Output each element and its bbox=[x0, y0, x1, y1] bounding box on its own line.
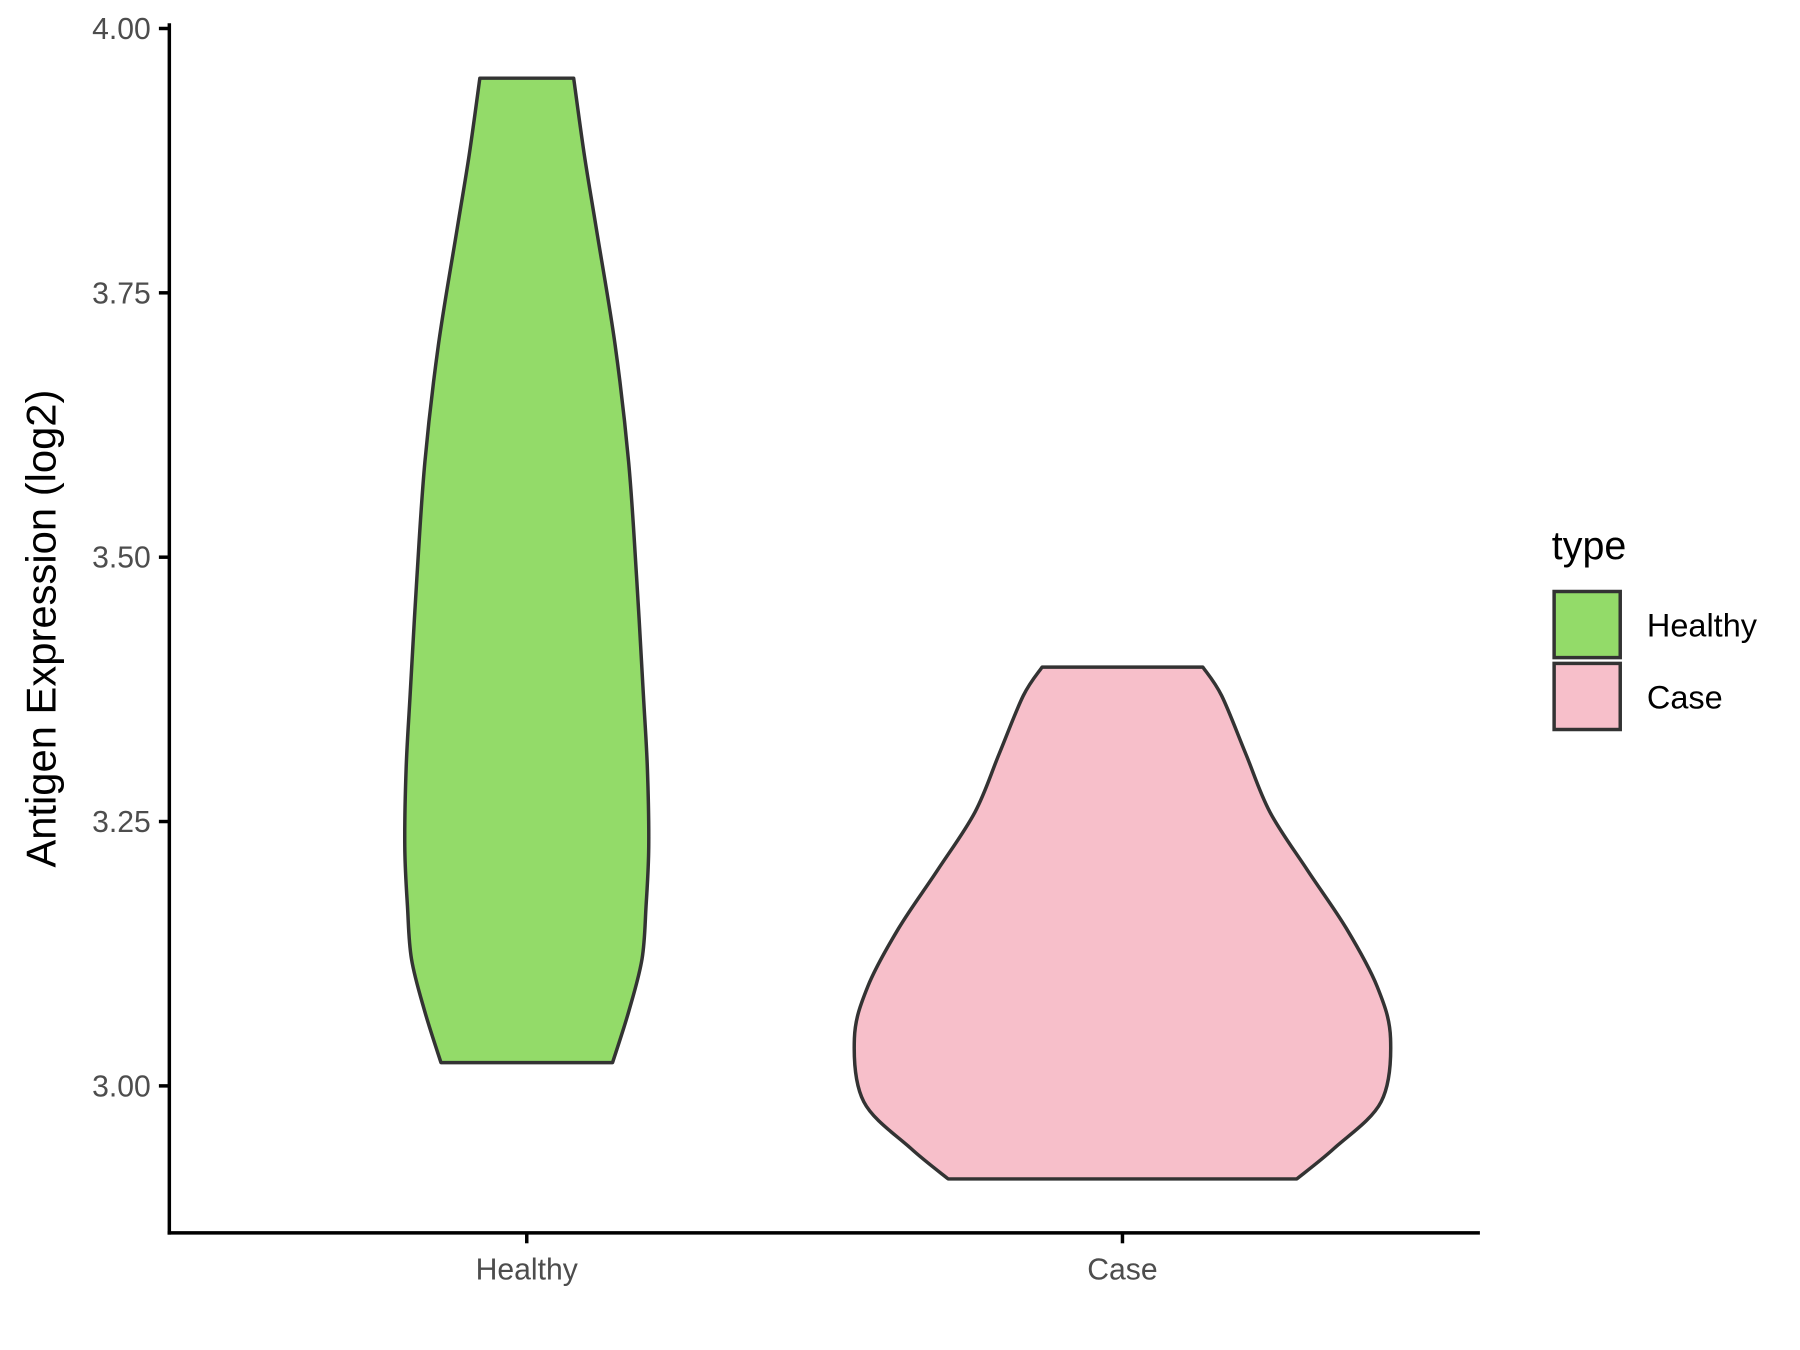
x-tick-label: Case bbox=[1087, 1253, 1157, 1286]
y-tick-label: 4.00 bbox=[92, 13, 151, 46]
y-axis-title: Antigen Expression (log2) bbox=[18, 390, 65, 868]
violin bbox=[852, 665, 1393, 1181]
x-tick-label: Healthy bbox=[476, 1253, 579, 1286]
legend-label: Healthy bbox=[1647, 608, 1758, 644]
legend-title: type bbox=[1552, 524, 1627, 568]
legend-key bbox=[1552, 661, 1622, 732]
legend-label: Case bbox=[1647, 680, 1723, 716]
y-tick-label: 3.50 bbox=[92, 542, 151, 575]
violin bbox=[403, 76, 651, 1065]
y-tick-label: 3.00 bbox=[92, 1070, 151, 1103]
y-tick-label: 3.75 bbox=[92, 277, 151, 310]
y-tick-label: 3.25 bbox=[92, 806, 151, 839]
legend-key bbox=[1552, 589, 1622, 660]
